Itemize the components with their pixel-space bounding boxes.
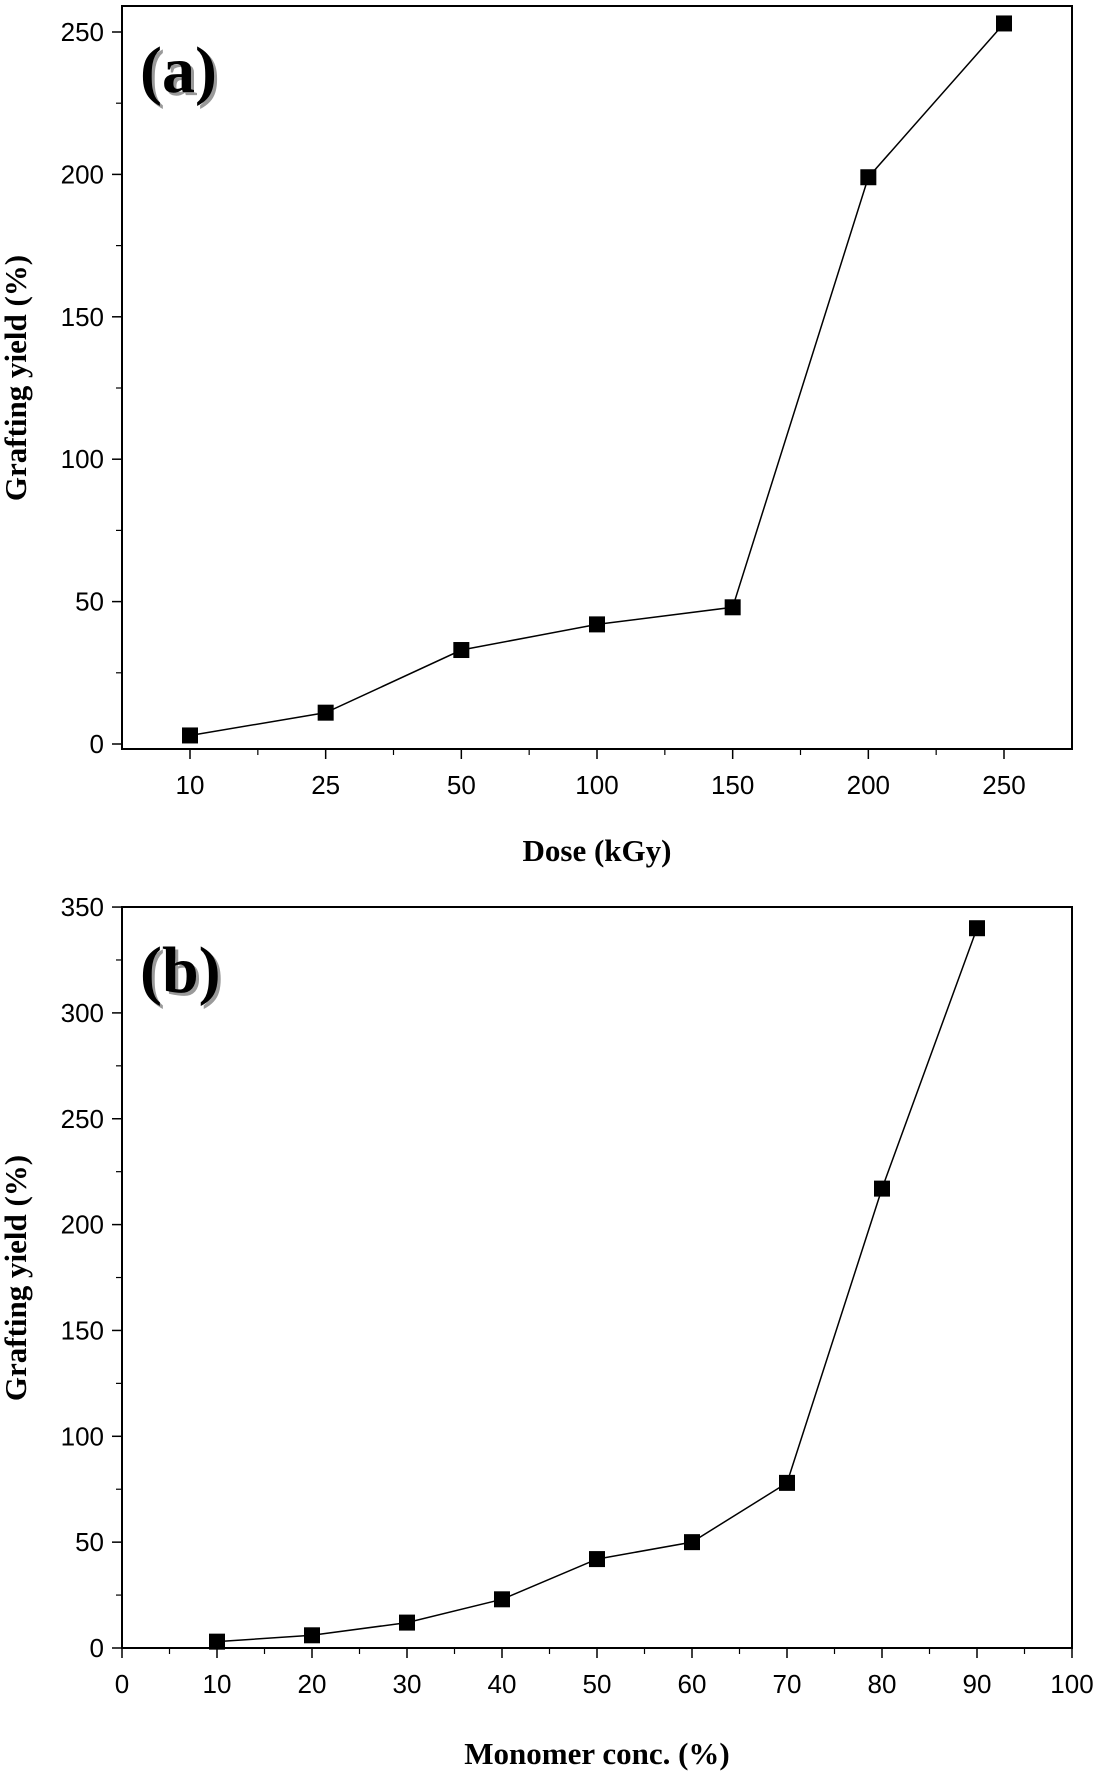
- panel-label-shadow-b: (b): [143, 937, 224, 1010]
- y-tick-label: 0: [90, 1633, 104, 1663]
- data-point: [724, 599, 741, 616]
- x-tick-label: 80: [868, 1669, 897, 1699]
- x-tick-label: 10: [176, 770, 205, 800]
- markers-a: [182, 15, 1013, 744]
- data-point: [874, 1180, 890, 1197]
- x-tick-label: 100: [575, 770, 618, 800]
- y-tick-labels-a: 0 50 100 150 200 250: [61, 17, 104, 759]
- x-tick-label: 25: [311, 770, 340, 800]
- x-tick-labels-a: 10 25 50 100 150 200 250: [176, 770, 1026, 800]
- x-tick-label: 200: [847, 770, 890, 800]
- data-point: [969, 920, 985, 937]
- x-tick-label: 0: [115, 1669, 129, 1699]
- y-tick-labels-b: 0 50 100 150 200 250 300 350: [61, 892, 104, 1663]
- x-tick-label: 20: [298, 1669, 327, 1699]
- x-tick-label: 10: [203, 1669, 232, 1699]
- x-tick-label: 30: [393, 1669, 422, 1699]
- data-point: [209, 1633, 225, 1650]
- x-tick-label: 90: [963, 1669, 992, 1699]
- y-tick-label: 100: [61, 1421, 104, 1451]
- y-tick-label: 250: [61, 17, 104, 47]
- data-point: [860, 169, 877, 186]
- data-point: [182, 727, 198, 744]
- x-tick-label: 70: [773, 1669, 802, 1699]
- data-point: [317, 704, 334, 721]
- panel-label-a: (a): [140, 34, 217, 107]
- y-tick-label: 50: [75, 587, 104, 617]
- data-point: [589, 1551, 605, 1568]
- y-tick-label: 200: [61, 159, 104, 189]
- data-point: [304, 1627, 320, 1644]
- x-tick-label: 150: [711, 770, 754, 800]
- data-point: [684, 1534, 700, 1551]
- data-point: [589, 616, 606, 633]
- panel-label-shadow-a: (a): [143, 37, 220, 110]
- y-tick-label: 300: [61, 998, 104, 1028]
- y-tick-label: 100: [61, 444, 104, 474]
- x-axis-title-a: Dose (kGy): [523, 833, 672, 868]
- data-point: [779, 1474, 795, 1491]
- y-tick-label: 50: [75, 1527, 104, 1557]
- markers-b: [209, 920, 985, 1650]
- y-tick-label: 250: [61, 1104, 104, 1134]
- x-axis-title-b: Monomer conc. (%): [464, 1736, 729, 1771]
- panel-label-b: (b): [140, 934, 221, 1007]
- x-tick-labels-b: 0 10 20 30 40 50 60 70 80 90 100: [115, 1669, 1094, 1699]
- data-point: [494, 1591, 510, 1608]
- tick-marks-b: [112, 906, 1073, 1658]
- data-point: [453, 642, 470, 659]
- x-tick-label: 40: [488, 1669, 517, 1699]
- x-tick-label: 50: [447, 770, 476, 800]
- y-tick-label: 150: [61, 302, 104, 332]
- x-tick-label: 100: [1050, 1669, 1093, 1699]
- plot-frame-a: [121, 5, 1073, 750]
- y-tick-label: 350: [61, 892, 104, 922]
- x-tick-label: 60: [678, 1669, 707, 1699]
- x-tick-label: 250: [982, 770, 1025, 800]
- panel-b: 0 50 100 150 200 250 300 350 0 10 20 30 40 50 60 70 80 9…: [0, 892, 1094, 1771]
- x-tick-label: 50: [583, 1669, 612, 1699]
- y-axis-title-b: Grafting yield (%): [0, 1155, 33, 1401]
- y-tick-label: 0: [90, 729, 104, 759]
- plot-frame-b: [121, 906, 1073, 1649]
- tick-marks-a: [112, 31, 1005, 759]
- y-axis-title-a: Grafting yield (%): [0, 255, 33, 501]
- y-tick-label: 150: [61, 1315, 104, 1345]
- series-line-b: [216, 927, 978, 1643]
- data-point: [399, 1614, 415, 1631]
- data-point: [996, 15, 1013, 32]
- y-tick-label: 200: [61, 1210, 104, 1240]
